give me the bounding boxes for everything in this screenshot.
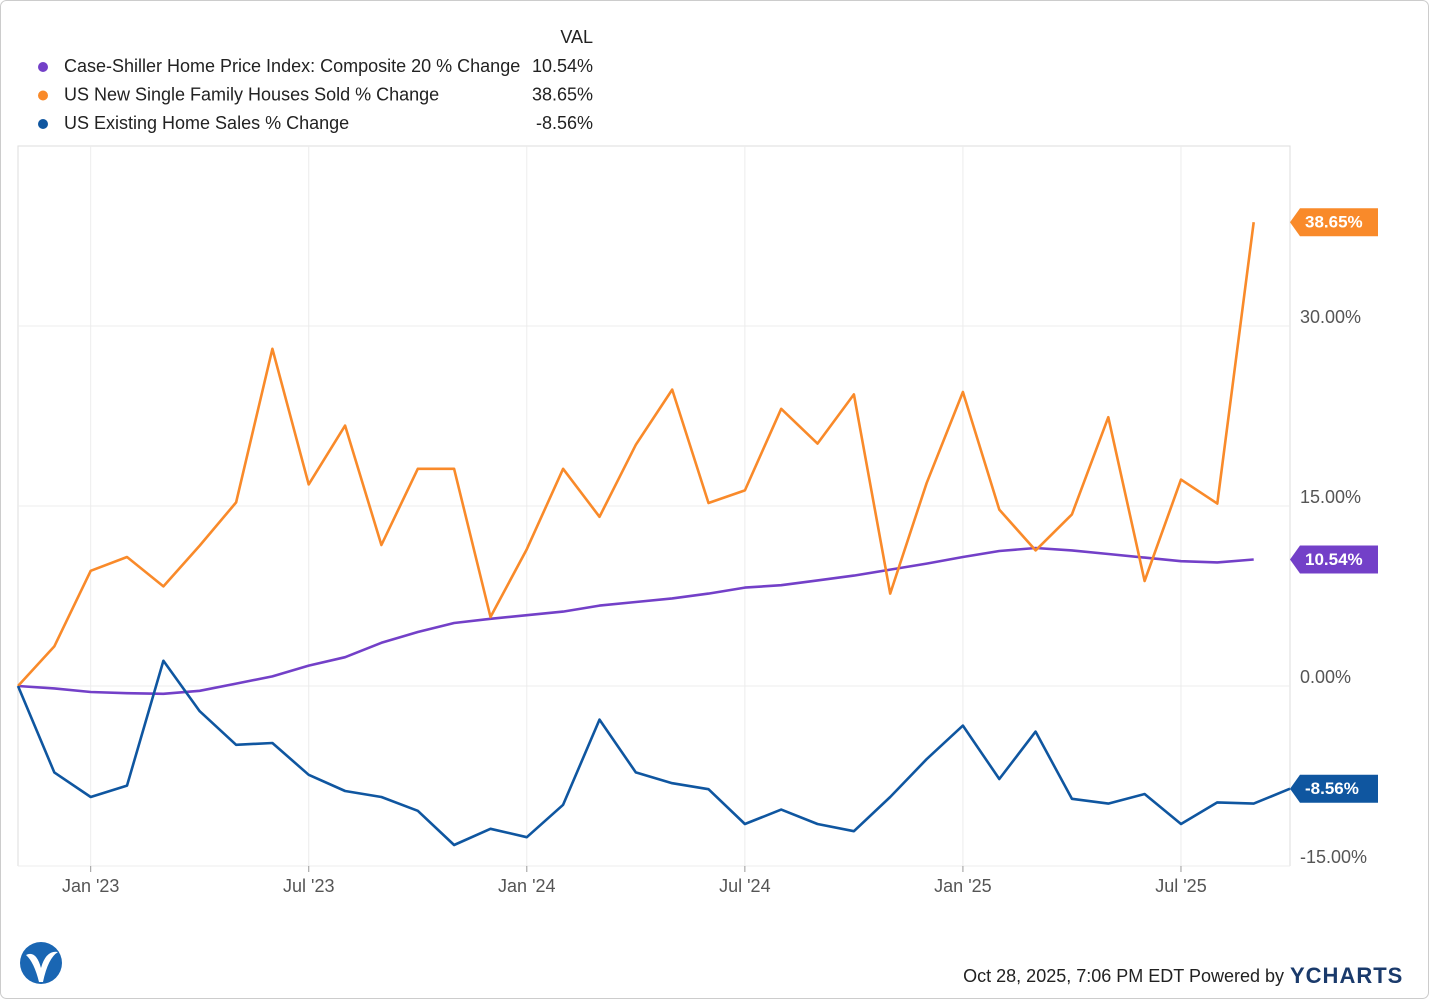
value-tag [1290,545,1378,574]
legend-marker [38,62,48,72]
grid [18,146,1290,867]
value-tag-label: -8.56% [1305,779,1359,798]
y-tick-label: 0.00% [1300,667,1351,687]
value-tag [1290,774,1378,803]
value-tag-label: 10.54% [1305,550,1363,569]
y-tick-label: -15.00% [1300,847,1367,867]
brand: YCHARTS [1290,963,1403,988]
legend-value: 38.65% [532,84,593,104]
series-line [17,222,1255,687]
legend-marker [38,119,48,129]
value-tag [1290,208,1378,237]
series-line [17,546,1254,696]
x-tick-label: Jan '24 [498,876,555,896]
legend-marker [38,90,48,101]
x-tick-label: Jan '23 [62,876,119,896]
legend-value: -8.56% [536,113,593,133]
logo [20,942,62,984]
legend-label: US New Single Family Houses Sold % Chang… [64,84,439,104]
x-tick-label: Jul '23 [283,876,334,896]
legend-label: Case-Shiller Home Price Index: Composite… [64,56,520,76]
legend-value: 10.54% [532,56,593,76]
x-tick-label: Jul '24 [719,876,770,896]
y-tick-label: 30.00% [1300,307,1361,327]
y-tick-label: 15.00% [1300,487,1361,507]
legend-label: US Existing Home Sales % Change [64,113,349,133]
x-tick-label: Jan '25 [934,876,991,896]
x-tick-label: Jul '25 [1155,876,1206,896]
legend-header: VAL [560,27,593,47]
value-tag-label: 38.65% [1305,213,1363,232]
footer: Oct 28, 2025, 7:06 PM EDT Powered by [963,966,1284,986]
series-line [16,659,1291,847]
